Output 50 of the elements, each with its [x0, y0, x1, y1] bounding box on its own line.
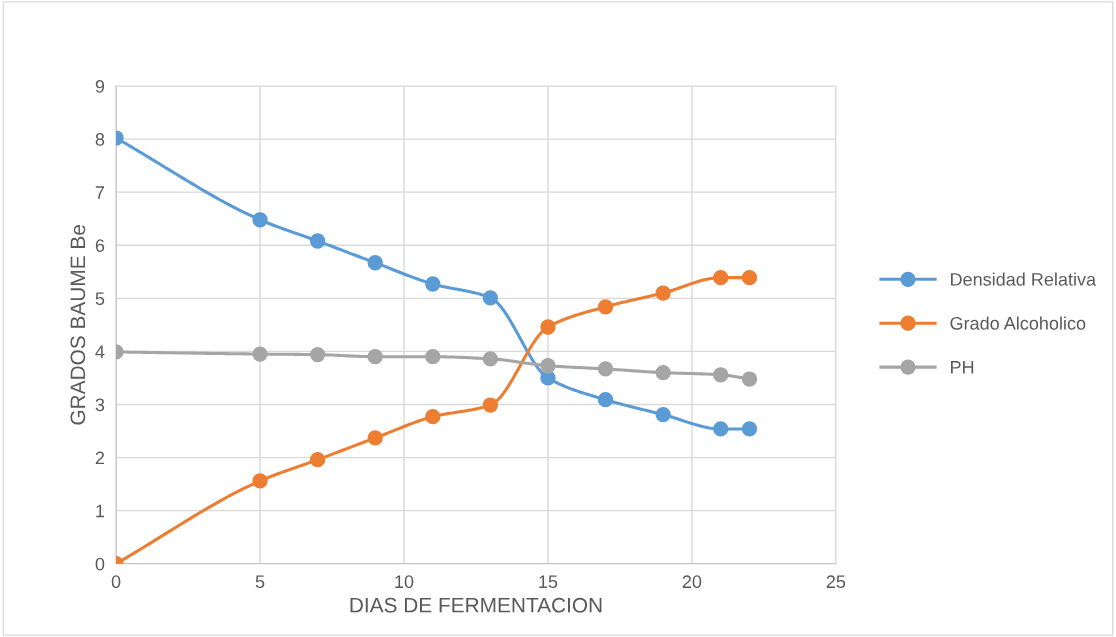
point [425, 409, 441, 425]
legend-label: Grado Alcoholico [950, 316, 1086, 330]
point [309, 233, 326, 249]
x-tick-label: 5 [255, 575, 265, 589]
point [655, 285, 671, 301]
y-tick-label: 7 [95, 186, 105, 199]
point [482, 397, 499, 413]
point [367, 349, 383, 365]
point [482, 290, 499, 306]
point [655, 365, 671, 381]
legend-label: PH [951, 361, 974, 374]
y-tick-label: 0 [95, 557, 105, 571]
point [540, 358, 556, 374]
point [540, 319, 556, 335]
x-tick-label: 25 [826, 575, 846, 589]
x-tick-label: 0 [111, 575, 121, 589]
point [367, 255, 383, 271]
point [655, 406, 671, 423]
point [741, 371, 758, 387]
point [713, 269, 729, 286]
point [597, 361, 614, 377]
point [425, 276, 441, 292]
point [367, 430, 383, 446]
point [482, 351, 499, 367]
point [425, 349, 441, 365]
y-tick-label: 3 [95, 398, 105, 412]
point [252, 212, 268, 228]
point [741, 269, 758, 286]
y-tick-label: 6 [95, 239, 105, 252]
y-tick-label: 2 [95, 451, 105, 465]
y-tick-label: 9 [95, 79, 105, 93]
point [597, 299, 614, 315]
y-tick-label: 1 [96, 504, 105, 518]
x-tick-label: 20 [682, 575, 702, 589]
point [309, 346, 326, 363]
y-tick-label: 8 [95, 133, 105, 146]
x-tick-label: 10 [395, 575, 414, 589]
point [597, 392, 614, 408]
point [741, 421, 758, 437]
legend-label: Densidad Relativa [951, 272, 1097, 286]
point [309, 452, 326, 468]
point [713, 367, 729, 383]
point [252, 346, 268, 362]
x-tick-label: 15 [539, 575, 558, 589]
y-axis-title: GRADOS BAUME Be [70, 225, 86, 425]
y-tick-label: 5 [95, 292, 105, 306]
x-axis-title: DIAS DE FERMENTACION [350, 597, 602, 613]
point [713, 421, 729, 437]
point [252, 473, 268, 489]
y-tick-label: 4 [95, 345, 105, 358]
